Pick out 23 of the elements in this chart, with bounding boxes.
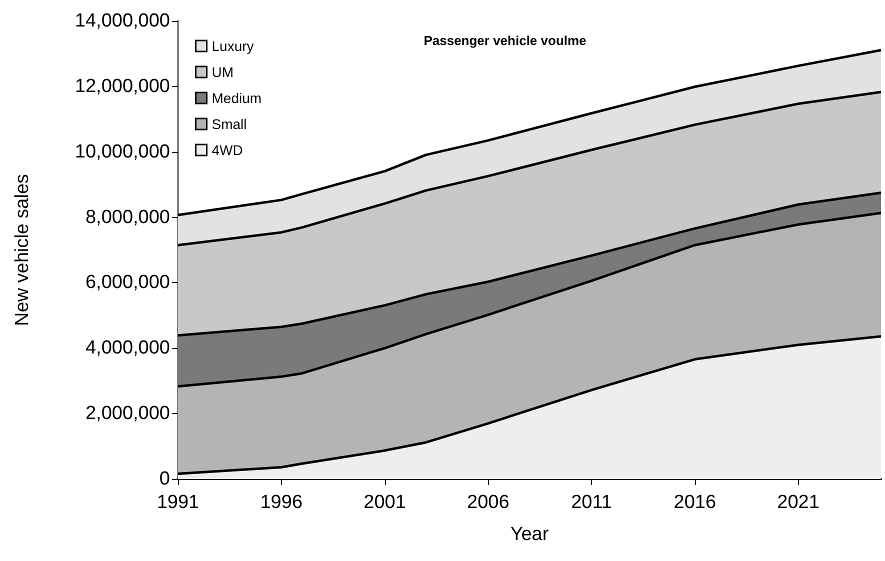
legend-label: Small <box>212 116 247 132</box>
x-tick-label: 2011 <box>571 492 612 513</box>
x-tick-label: 1991 <box>156 492 200 513</box>
legend-label: UM <box>212 64 234 80</box>
y-tick-label: 4,000,000 <box>85 338 170 359</box>
legend-label: 4WD <box>212 142 243 158</box>
x-tick-label: 2001 <box>364 492 406 513</box>
y-tick-label: 8,000,000 <box>85 206 170 228</box>
x-tick-label: 2016 <box>674 492 716 513</box>
legend-label: Medium <box>212 90 262 106</box>
x-tick-label: 1996 <box>260 492 303 513</box>
x-axis-title: Year <box>510 524 550 545</box>
y-tick-label: 2,000,000 <box>85 403 170 424</box>
y-axis-title: New vehicle sales <box>12 174 33 326</box>
x-tick-label: 2006 <box>467 492 510 513</box>
y-tick-label: 6,000,000 <box>85 272 170 294</box>
y-tick-label: 14,000,000 <box>74 10 170 32</box>
y-tick-label: 10,000,000 <box>74 141 170 162</box>
legend-label: Luxury <box>212 38 254 54</box>
y-tick-label: 0 <box>159 468 170 490</box>
x-tick-label: 2021 <box>777 492 820 513</box>
y-tick-label: 12,000,000 <box>74 76 170 97</box>
text: Passenger vehicle voulme <box>424 33 586 48</box>
